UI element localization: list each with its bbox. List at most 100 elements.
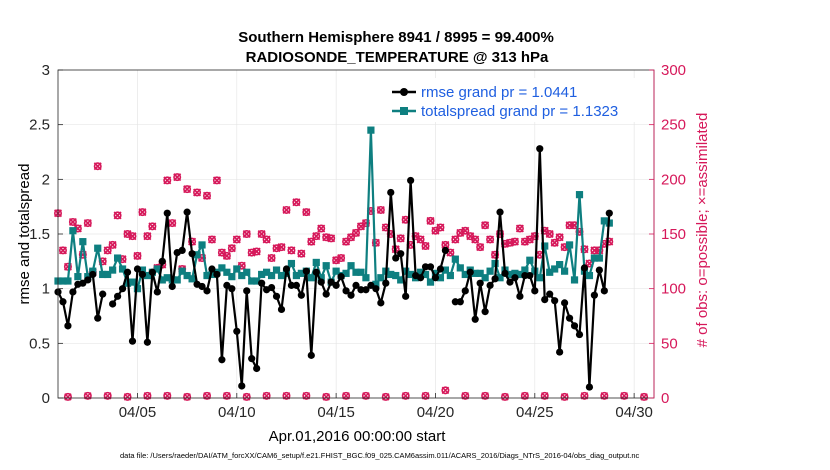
rmse-point [307,351,315,359]
obs-assimilated-marker [227,244,236,253]
bottom-obs-marker [342,391,351,400]
bottom-obs-marker [560,392,569,401]
spread-point [243,268,251,276]
x-tick-label: 04/05 [119,404,157,421]
obs-assimilated-marker [327,234,336,243]
legend-box [380,78,650,122]
obs-possible-marker [232,235,241,244]
legend: rmse grand pr = 1.0441 totalspread grand… [380,78,650,122]
obs-assimilated-marker [267,254,276,263]
spread-point [94,244,102,252]
rmse-point [258,279,266,287]
bottom-obs-marker [620,391,629,400]
obs-assimilated-marker [128,232,137,241]
rmse-point [198,282,206,291]
spread-point [74,273,82,281]
rmse-series [54,145,613,391]
spread-point [441,266,449,274]
spread-point [352,268,360,276]
spread-point [561,267,569,275]
rmse-point [496,208,504,216]
obs-assimilated-marker [535,250,544,259]
obs-possible-marker [396,234,405,243]
obs-assimilated-marker [292,198,301,207]
spread-point [198,241,206,249]
bottom-obs-x [441,386,450,395]
obs-assimilated-marker [212,176,221,185]
bottom-obs-marker [481,391,490,400]
obs-possible-marker [113,211,122,220]
rmse-point [123,268,132,276]
obs-possible-marker [476,243,485,252]
rmse-point [580,264,589,272]
rmse-point [282,265,291,273]
rmse-point [213,270,221,279]
obs-possible-marker [78,250,87,259]
spread-point [521,266,529,274]
spread-point [416,268,425,276]
spread-point [431,269,440,277]
spread-point [64,277,72,285]
rmse-point [163,209,171,217]
x-tick-label: 04/20 [417,404,455,421]
y2-tick-label: 0 [661,390,669,407]
rmse-point [397,250,405,258]
rmse-point [347,291,355,299]
bottom-obs-marker [580,391,589,400]
bottom-obs-marker [163,391,172,400]
chart-title: Southern Hemisphere 8941 / 8995 = 99.400… [238,29,554,46]
y-axis-label: rmse and totalspread [16,164,33,305]
rmse-point [89,270,97,279]
obs-assimilated-marker [222,251,231,260]
spread-point [367,126,375,134]
rmse-point [526,271,534,280]
spread-point [481,274,489,282]
rmse-point [287,281,296,289]
obs-assimilated-marker [431,226,440,235]
rmse-point [94,314,102,322]
rmse-point [416,274,425,282]
obs-possible-marker [257,230,266,239]
rmse-point [277,305,286,314]
rmse-point [352,281,360,289]
obs-possible-marker [292,198,301,207]
obs-assimilated-marker [282,205,291,214]
rmse-point [362,286,370,294]
rmse-point [228,285,236,293]
obs-assimilated-marker [317,224,326,233]
obs-assimilated-marker [193,188,202,197]
obs-assimilated-marker [510,237,519,246]
rmse-point [546,290,554,298]
spread-point [377,274,385,282]
obs-assimilated-marker [232,235,241,244]
rmse-point [590,291,599,299]
obs-assimilated-marker [421,242,430,251]
obs-possible-marker [83,219,92,228]
obs-possible-marker [297,249,306,258]
rmse-point [118,285,127,293]
obs-possible-marker [351,228,360,237]
spread-point [471,269,479,277]
spread-point [277,271,286,280]
spread-point [292,271,300,280]
obs-possible-marker [68,217,77,226]
obs-possible-marker [203,191,212,200]
rmse-point [536,145,544,153]
spread-point [228,273,236,281]
bottom-obs-x [382,393,390,401]
obs-possible-marker [317,224,326,233]
obs-assimilated-marker [217,248,226,257]
legend-spread-marker [400,107,408,115]
rmse-point [153,288,161,296]
spread-point [183,271,191,280]
obs-assimilated-marker [133,251,142,260]
obs-possible-marker [342,237,351,246]
rmse-point [64,322,72,330]
spread-point [109,266,117,274]
spread-point [551,265,559,273]
rmse-point [128,337,137,345]
bottom-obs-marker [302,391,311,400]
obs-assimilated-marker [525,235,534,244]
rmse-point [486,281,494,289]
obs-assimilated-marker [68,217,77,226]
